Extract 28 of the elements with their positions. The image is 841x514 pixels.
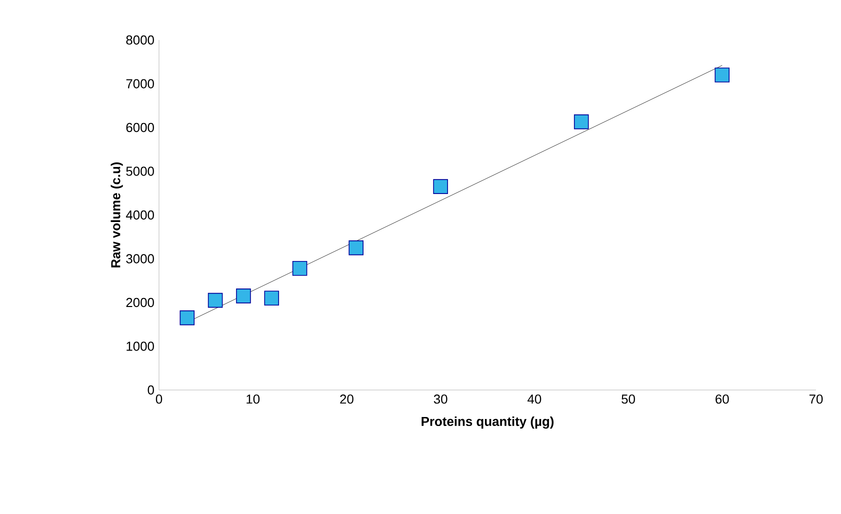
point [236, 288, 251, 304]
x-tick-label: 50 [622, 394, 635, 404]
point [264, 290, 280, 306]
x-tick-label: 30 [434, 394, 448, 404]
point [292, 260, 308, 276]
y-tick-label: 7000 [126, 79, 154, 88]
point [574, 114, 589, 130]
y-tick-label: 8000 [126, 35, 154, 45]
point [348, 240, 364, 256]
y-tick-label: 0 [148, 385, 154, 395]
x-tick-label: 0 [156, 394, 162, 404]
y-tick-label: 6000 [126, 122, 154, 132]
y-tick-label: 2000 [126, 298, 154, 308]
y-tick-label: 3000 [126, 254, 154, 264]
y-tick-label: 4000 [126, 210, 154, 220]
x-tick-label: 70 [809, 394, 823, 404]
x-tick-label: 10 [246, 394, 260, 404]
point [714, 68, 730, 82]
y-axis-title: Raw volume (c.u) [110, 162, 123, 268]
point [433, 179, 448, 194]
x-axis-title: Proteins quantity (µg) [422, 416, 554, 429]
x-tick-label: 40 [528, 394, 542, 404]
y-tick-label: 1000 [126, 342, 154, 351]
point [208, 292, 223, 308]
x-tick-label: 20 [340, 394, 354, 404]
x-tick-label: 60 [716, 394, 729, 404]
point [180, 310, 195, 326]
y-tick-label: 5000 [126, 166, 154, 176]
